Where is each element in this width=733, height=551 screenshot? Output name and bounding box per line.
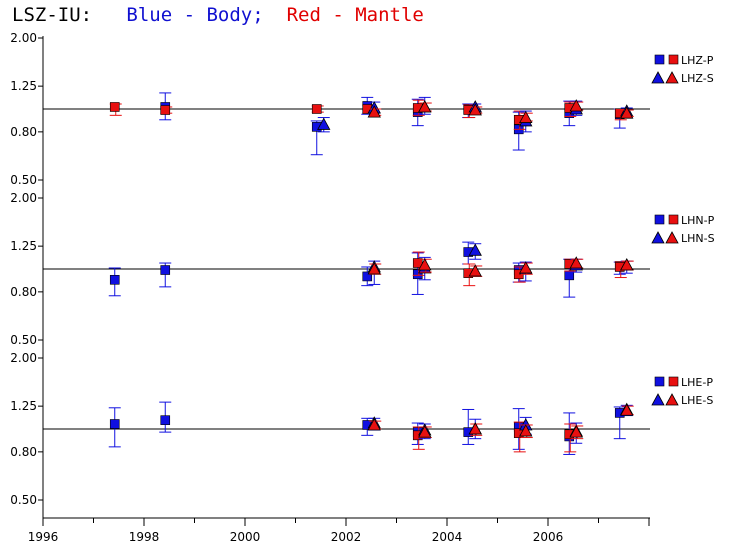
data-point-square xyxy=(362,271,373,282)
data-point-triangle xyxy=(519,261,533,274)
legend-body-square xyxy=(654,376,665,387)
data-point-triangle xyxy=(519,110,533,123)
data-point-triangle xyxy=(620,106,634,119)
y-tick-label: 0.80 xyxy=(10,285,37,299)
legend-mantle-square xyxy=(668,54,679,65)
legend-mantle-triangle xyxy=(665,231,679,244)
data-point-triangle xyxy=(569,99,583,112)
x-tick-label: 1998 xyxy=(129,530,160,544)
legend-mantle-square xyxy=(668,376,679,387)
legend-label-p: LHZ-P xyxy=(681,54,714,67)
data-point-triangle xyxy=(569,425,583,438)
data-point-triangle xyxy=(519,424,533,437)
y-tick-label: 0.50 xyxy=(10,173,37,187)
legend-mantle-triangle xyxy=(665,393,679,406)
data-point-triangle xyxy=(468,103,482,116)
series-P-mantle xyxy=(412,421,577,453)
data-point-triangle xyxy=(468,243,482,256)
series-P-mantle xyxy=(412,251,627,287)
series-S-mantle xyxy=(367,256,634,277)
y-tick-label: 1.25 xyxy=(10,399,37,413)
y-tick-label: 1.25 xyxy=(10,79,37,93)
data-point-triangle xyxy=(468,422,482,435)
data-point-square xyxy=(109,419,120,429)
series-S-body xyxy=(367,243,634,285)
y-tick-label: 0.50 xyxy=(10,493,37,507)
data-point-square xyxy=(311,104,322,114)
series-P-body xyxy=(159,92,626,156)
data-point-triangle xyxy=(317,117,331,130)
x-tick-label: 2002 xyxy=(331,530,362,544)
data-point-square xyxy=(160,265,171,275)
y-tick-label: 1.25 xyxy=(10,239,37,253)
series-P-mantle xyxy=(109,99,627,130)
x-tick-label: 1996 xyxy=(28,530,59,544)
data-point-triangle xyxy=(418,425,432,438)
series-S-mantle xyxy=(367,403,634,440)
series-S-mantle xyxy=(367,99,634,123)
series-P-body xyxy=(108,241,626,298)
legend-body-triangle xyxy=(651,231,665,244)
data-point-square xyxy=(160,415,171,425)
data-point-triangle xyxy=(468,264,482,277)
x-tick-label: 2000 xyxy=(230,530,261,544)
data-point-square xyxy=(109,102,120,112)
x-tick-label: 2004 xyxy=(432,530,463,544)
legend-label-s: LHE-S xyxy=(681,394,713,407)
legend-mantle-triangle xyxy=(665,71,679,84)
legend-body-triangle xyxy=(651,71,665,84)
panel-2: 0.50 0.80 1.25 2.00 LHN-P LHN-S xyxy=(10,191,714,347)
legend-body-square xyxy=(654,214,665,225)
data-point-triangle xyxy=(569,256,583,269)
data-point-triangle xyxy=(418,100,432,113)
y-tick-label: 2.00 xyxy=(10,191,37,205)
legend-body-triangle xyxy=(651,393,665,406)
data-point-square xyxy=(412,269,423,280)
legend-label-p: LHE-P xyxy=(681,376,713,389)
data-point-triangle xyxy=(418,258,432,271)
title-red-legend: Red - Mantle xyxy=(286,4,424,26)
legend-mantle-square xyxy=(668,214,679,225)
legend-label-s: LHZ-S xyxy=(681,72,714,85)
data-point-triangle xyxy=(367,105,381,118)
series-P-body xyxy=(108,401,626,455)
y-tick-label: 0.50 xyxy=(10,333,37,347)
panel-3: 0.50 0.80 1.25 2.00 LHE-P LHE-S xyxy=(10,351,713,507)
title-blue-legend: Blue - Body; xyxy=(126,4,264,26)
data-point-square xyxy=(160,105,171,115)
y-tick-label: 0.80 xyxy=(10,125,37,139)
y-tick-label: 2.00 xyxy=(10,31,37,45)
chart-title: LSZ-IU: Blue - Body; Red - Mantle xyxy=(12,4,424,34)
data-point-triangle xyxy=(367,262,381,275)
title-station: LSZ-IU: xyxy=(12,4,93,26)
legend-body-square xyxy=(654,54,665,65)
data-point-square xyxy=(109,274,120,285)
y-tick-label: 0.80 xyxy=(10,445,37,459)
y-tick-label: 2.00 xyxy=(10,351,37,365)
series-S-body xyxy=(367,402,634,444)
legend-label-p: LHN-P xyxy=(681,214,715,227)
x-tick-label: 2006 xyxy=(533,530,564,544)
legend-label-s: LHN-S xyxy=(681,232,715,245)
panel-1: 0.50 0.80 1.25 2.00 LHZ-P LHZ-S xyxy=(10,31,713,187)
data-point-triangle xyxy=(620,258,634,271)
data-point-triangle xyxy=(620,403,634,416)
data-point-triangle xyxy=(367,418,381,431)
